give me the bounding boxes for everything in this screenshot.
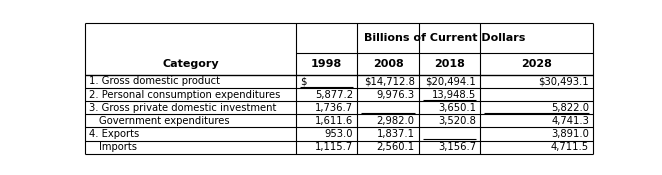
Text: 1998: 1998	[311, 59, 342, 69]
Text: $30,493.1: $30,493.1	[538, 76, 589, 86]
Text: 3,156.7: 3,156.7	[438, 142, 476, 152]
Text: $14,712.8: $14,712.8	[364, 76, 414, 86]
Text: 2,560.1: 2,560.1	[377, 142, 414, 152]
Text: $20,494.1: $20,494.1	[426, 76, 476, 86]
Text: 3. Gross private domestic investment: 3. Gross private domestic investment	[89, 103, 277, 113]
Text: 2018: 2018	[434, 59, 465, 69]
Text: 2008: 2008	[373, 59, 403, 69]
Text: 1,611.6: 1,611.6	[315, 116, 353, 126]
Text: 3,650.1: 3,650.1	[438, 103, 476, 113]
Text: 13,948.5: 13,948.5	[432, 90, 476, 100]
Text: Category: Category	[162, 59, 219, 69]
Text: 4,741.3: 4,741.3	[551, 116, 589, 126]
Text: Government expenditures: Government expenditures	[99, 116, 229, 126]
Text: $: $	[300, 76, 307, 86]
Text: 953.0: 953.0	[324, 129, 353, 139]
Text: 3,891.0: 3,891.0	[551, 129, 589, 139]
Text: 1,115.7: 1,115.7	[315, 142, 353, 152]
Text: Imports: Imports	[99, 142, 136, 152]
Text: Billions of Current Dollars: Billions of Current Dollars	[363, 33, 525, 43]
Text: 9,976.3: 9,976.3	[377, 90, 414, 100]
Text: 2. Personal consumption expenditures: 2. Personal consumption expenditures	[89, 90, 281, 100]
Text: 2028: 2028	[522, 59, 552, 69]
Text: 5,877.2: 5,877.2	[315, 90, 353, 100]
Text: 1. Gross domestic product: 1. Gross domestic product	[89, 76, 220, 86]
Text: 4. Exports: 4. Exports	[89, 129, 140, 139]
Text: 3,520.8: 3,520.8	[438, 116, 476, 126]
Text: 1,736.7: 1,736.7	[315, 103, 353, 113]
Text: 5,822.0: 5,822.0	[551, 103, 589, 113]
Text: 2,982.0: 2,982.0	[377, 116, 414, 126]
Text: 1,837.1: 1,837.1	[377, 129, 414, 139]
Text: 4,711.5: 4,711.5	[551, 142, 589, 152]
